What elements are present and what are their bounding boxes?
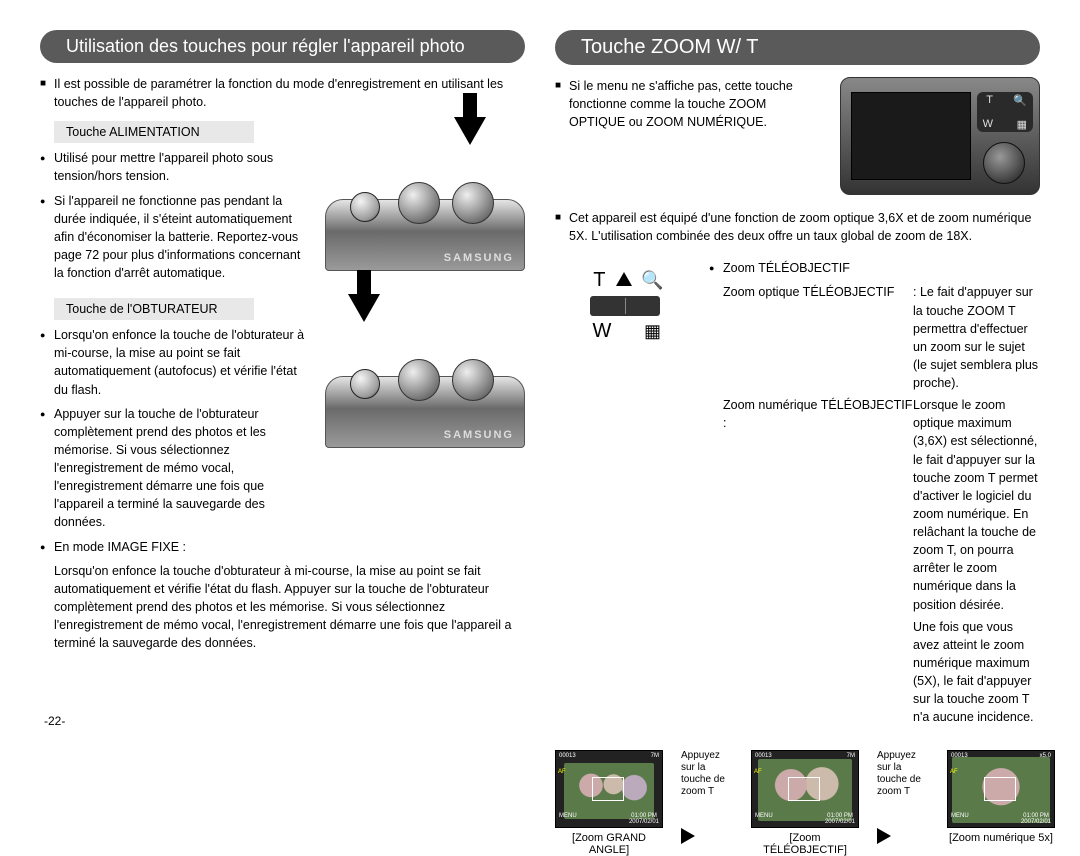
left-column: Utilisation des touches pour régler l'ap… [40, 30, 525, 856]
thumb-caption: [Zoom GRAND ANGLE] [555, 832, 663, 856]
osd-zoom-level: x5.0 [1040, 753, 1051, 759]
osd-counter: 00013 [951, 753, 968, 759]
magnify-icon: 🔍 [1013, 94, 1027, 107]
arrow-stem [463, 93, 477, 119]
arrow-note-2: Appuyez sur la touche de zoom T [877, 750, 929, 844]
page-number: -22- [44, 714, 65, 728]
osd-iso: 7M [651, 753, 659, 759]
camera-top-illustration-1: SAMSUNG [325, 149, 525, 271]
power-p1: Utilisé pour mettre l'appareil photo sou… [54, 149, 311, 185]
osd-counter: 00013 [755, 753, 772, 759]
equip-note: Cet appareil est équipé d'une fonction d… [569, 209, 1040, 245]
focus-box [788, 777, 820, 801]
shutter-knob [350, 192, 380, 222]
grid-icon: ▦ [1017, 118, 1027, 131]
press-note: Appuyez sur la touche de zoom T [877, 750, 929, 798]
power-p2: Si l'appareil ne fonctionne pas pendant … [54, 192, 311, 283]
thumb-caption: [Zoom TÉLÉOBJECTIF] [751, 832, 859, 856]
osd-menu: MENU [755, 813, 773, 825]
arrow-right-icon [681, 828, 695, 844]
thumb-caption: [Zoom numérique 5x] [947, 832, 1055, 844]
def-digital-desc1: Lorsque le zoom optique maximum (3,6X) e… [913, 396, 1040, 614]
shutter-row: Lorsqu'on enfonce la touche de l'obturat… [40, 326, 525, 537]
right-column: Touche ZOOM W/ T Si le menu ne s'affiche… [555, 30, 1040, 856]
arrow-up-icon [616, 272, 632, 286]
shutter-p3-label: En mode IMAGE FIXE : [54, 538, 525, 556]
zoom-w-label: W [589, 320, 615, 343]
camera-top-illustration-2: SAMSUNG [325, 326, 525, 448]
dial-knob [398, 182, 440, 224]
camera-back-illustration: T 🔍 W ▦ [840, 77, 1040, 195]
arrow-right-icon [877, 828, 891, 844]
thumb-wide: 000137M AF MENU01:00 PM2007/02/01 [Zoom … [555, 750, 663, 856]
osd-af: AF [754, 769, 762, 775]
right-title: Touche ZOOM W/ T [555, 30, 1040, 65]
osd-menu: MENU [559, 813, 577, 825]
arrow-down-icon [454, 117, 486, 145]
dial-knob [452, 182, 494, 224]
brand-label: SAMSUNG [444, 429, 514, 441]
tele-header: Zoom TÉLÉOBJECTIF [723, 259, 1040, 277]
grid-icon: ▦ [644, 321, 661, 342]
power-header: Touche ALIMENTATION [54, 121, 254, 143]
right-intro: Si le menu ne s'affiche pas, cette touch… [569, 77, 822, 131]
zoom-t-label: T [586, 269, 612, 292]
manual-page: Utilisation des touches pour régler l'ap… [40, 30, 1040, 856]
left-intro: Il est possible de paramétrer la fonctio… [54, 75, 525, 111]
press-note: Appuyez sur la touche de zoom T [681, 750, 733, 798]
def-optical-desc: : Le fait d'appuyer sur la touche ZOOM T… [913, 283, 1040, 392]
shutter-p1: Lorsqu'on enfonce la touche de l'obturat… [54, 326, 311, 399]
focus-box [984, 777, 1016, 801]
osd-menu: MENU [951, 813, 969, 825]
thumb-tele: 000137M AF MENU01:00 PM2007/02/01 [Zoom … [751, 750, 859, 856]
dial-knob [398, 359, 440, 401]
thumb-digital: 00013x5.0 AF MENU01:00 PM2007/02/01 [Zoo… [947, 750, 1055, 844]
def-optical-term: Zoom optique TÉLÉOBJECTIF [723, 283, 913, 392]
arrow-note-1: Appuyez sur la touche de zoom T [681, 750, 733, 844]
def-digital-term: Zoom numérique TÉLÉOBJECTIF : [723, 396, 913, 726]
nav-pad [983, 142, 1025, 184]
focus-box [592, 777, 624, 801]
zoom-diagram: T 🔍 W ▦ [565, 269, 685, 343]
lcd-screen [851, 92, 971, 180]
zoom-label-w: W [983, 118, 993, 130]
osd-af: AF [558, 769, 566, 775]
zoom-thumbnails-row: 000137M AF MENU01:00 PM2007/02/01 [Zoom … [555, 750, 1040, 856]
magnify-icon: 🔍 [641, 270, 663, 290]
osd-date: 2007/02/01 [629, 819, 659, 825]
left-title: Utilisation des touches pour régler l'ap… [40, 30, 525, 63]
def-digital-desc2: Une fois que vous avez atteint le zoom n… [913, 618, 1040, 727]
brand-label: SAMSUNG [444, 252, 514, 264]
shutter-p2: Appuyer sur la touche de l'obturateur co… [54, 405, 311, 532]
osd-date: 2007/02/01 [825, 819, 855, 825]
dial-knob [452, 359, 494, 401]
osd-iso: 7M [847, 753, 855, 759]
power-row: Utilisé pour mettre l'appareil photo sou… [40, 149, 525, 288]
osd-af: AF [950, 769, 958, 775]
definitions: Zoom optique TÉLÉOBJECTIF : Le fait d'ap… [723, 283, 1040, 726]
osd-date: 2007/02/01 [1021, 819, 1051, 825]
osd-counter: 00013 [559, 753, 576, 759]
shutter-header: Touche de l'OBTURATEUR [54, 298, 254, 320]
arrow-stem [357, 270, 371, 296]
arrow-down-icon [348, 294, 380, 322]
shutter-knob [350, 369, 380, 399]
zoom-bar [590, 296, 660, 316]
right-top-row: Si le menu ne s'affiche pas, cette touch… [555, 77, 1040, 195]
zoom-label-t: T [986, 94, 993, 106]
shutter-p3: Lorsqu'on enfonce la touche d'obturateur… [54, 562, 525, 653]
